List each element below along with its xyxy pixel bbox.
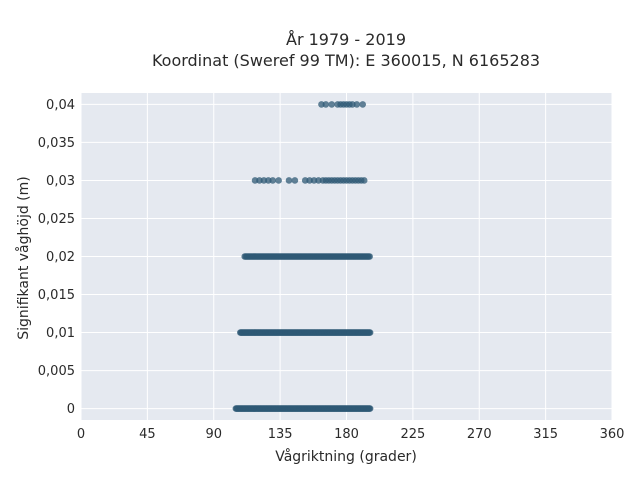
y-tick-label-6: 0,03 — [46, 174, 75, 189]
y-tick-label-3: 0,015 — [38, 288, 75, 303]
y-tick-label-0: 0 — [67, 402, 75, 417]
y-tick-label-2: 0,01 — [46, 326, 75, 341]
y-tick-label-8: 0,04 — [46, 98, 75, 113]
data-point-489 — [291, 177, 299, 184]
data-point-487 — [275, 177, 282, 184]
y-tick-label-7: 0,035 — [38, 136, 75, 151]
x-tick-label-5: 225 — [400, 427, 425, 442]
data-point-182 — [366, 405, 374, 412]
data-point-359 — [366, 329, 374, 336]
x-tick-label-0: 0 — [77, 427, 85, 442]
data-point-508 — [360, 177, 368, 184]
x-tick-label-1: 45 — [139, 427, 156, 442]
y-tick-label-4: 0,02 — [46, 250, 75, 265]
x-axis-title: Vågriktning (grader) — [275, 448, 417, 465]
data-points — [232, 101, 374, 412]
x-tick-label-7: 315 — [533, 427, 558, 442]
data-point-518 — [353, 101, 361, 108]
y-tick-label-1: 0,005 — [38, 364, 75, 379]
x-tick-label-2: 90 — [205, 427, 222, 442]
data-point-486 — [269, 177, 277, 184]
x-tick-label-8: 360 — [600, 427, 625, 442]
data-point-510 — [322, 101, 330, 108]
x-tick-label-6: 270 — [467, 427, 492, 442]
y-tick-labels: 0 0,005 0,01 0,015 0,02 0,025 0,03 0,035 0,04 — [38, 98, 75, 417]
data-point-488 — [285, 177, 293, 184]
chart-title: År 1979 - 2019 — [286, 30, 406, 49]
x-tick-label-4: 180 — [334, 427, 359, 442]
y-tick-label-5: 0,025 — [38, 212, 75, 227]
y-axis-title: Signifikant våghöjd (m) — [15, 176, 32, 339]
data-point-511 — [328, 101, 336, 108]
data-point-519 — [359, 101, 367, 108]
x-tick-labels: 0 45 90 135 180 225 270 315 360 — [77, 427, 625, 442]
data-point-481 — [366, 253, 373, 260]
chart-subtitle: Koordinat (Sweref 99 TM): E 360015, N 61… — [152, 51, 540, 70]
x-tick-label-3: 135 — [268, 427, 293, 442]
